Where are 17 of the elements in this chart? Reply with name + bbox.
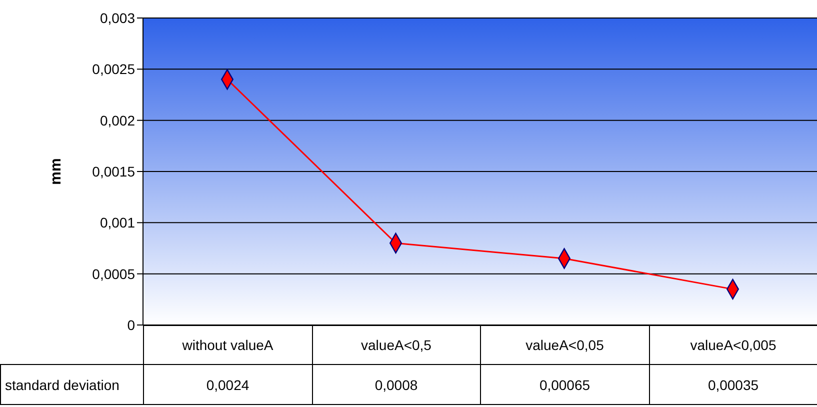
- x-tick-label: valueA<0,5: [312, 325, 481, 365]
- y-tick-label: 0,0005: [92, 266, 136, 282]
- data-label: 0,00035: [648, 364, 817, 405]
- y-tick-label: 0,0025: [92, 61, 136, 78]
- x-tick-label: without valueA: [143, 325, 312, 365]
- data-label: 0,00065: [480, 364, 650, 405]
- y-tick-label: 0,003: [100, 10, 136, 26]
- y-tick-label: 0,001: [100, 214, 136, 231]
- y-tick-label: 0: [127, 316, 136, 333]
- text: standard deviation: [0, 364, 144, 405]
- y-tick-label: 0,0015: [92, 163, 136, 180]
- x-tick-label: valueA<0,005: [648, 325, 817, 365]
- data-label: 0,0024: [143, 364, 312, 405]
- y-tick-label: 0,002: [100, 112, 136, 128]
- y-axis-title: mm: [47, 158, 64, 185]
- data-label: 0,0008: [312, 364, 481, 405]
- x-tick-label: valueA<0,05: [480, 325, 650, 365]
